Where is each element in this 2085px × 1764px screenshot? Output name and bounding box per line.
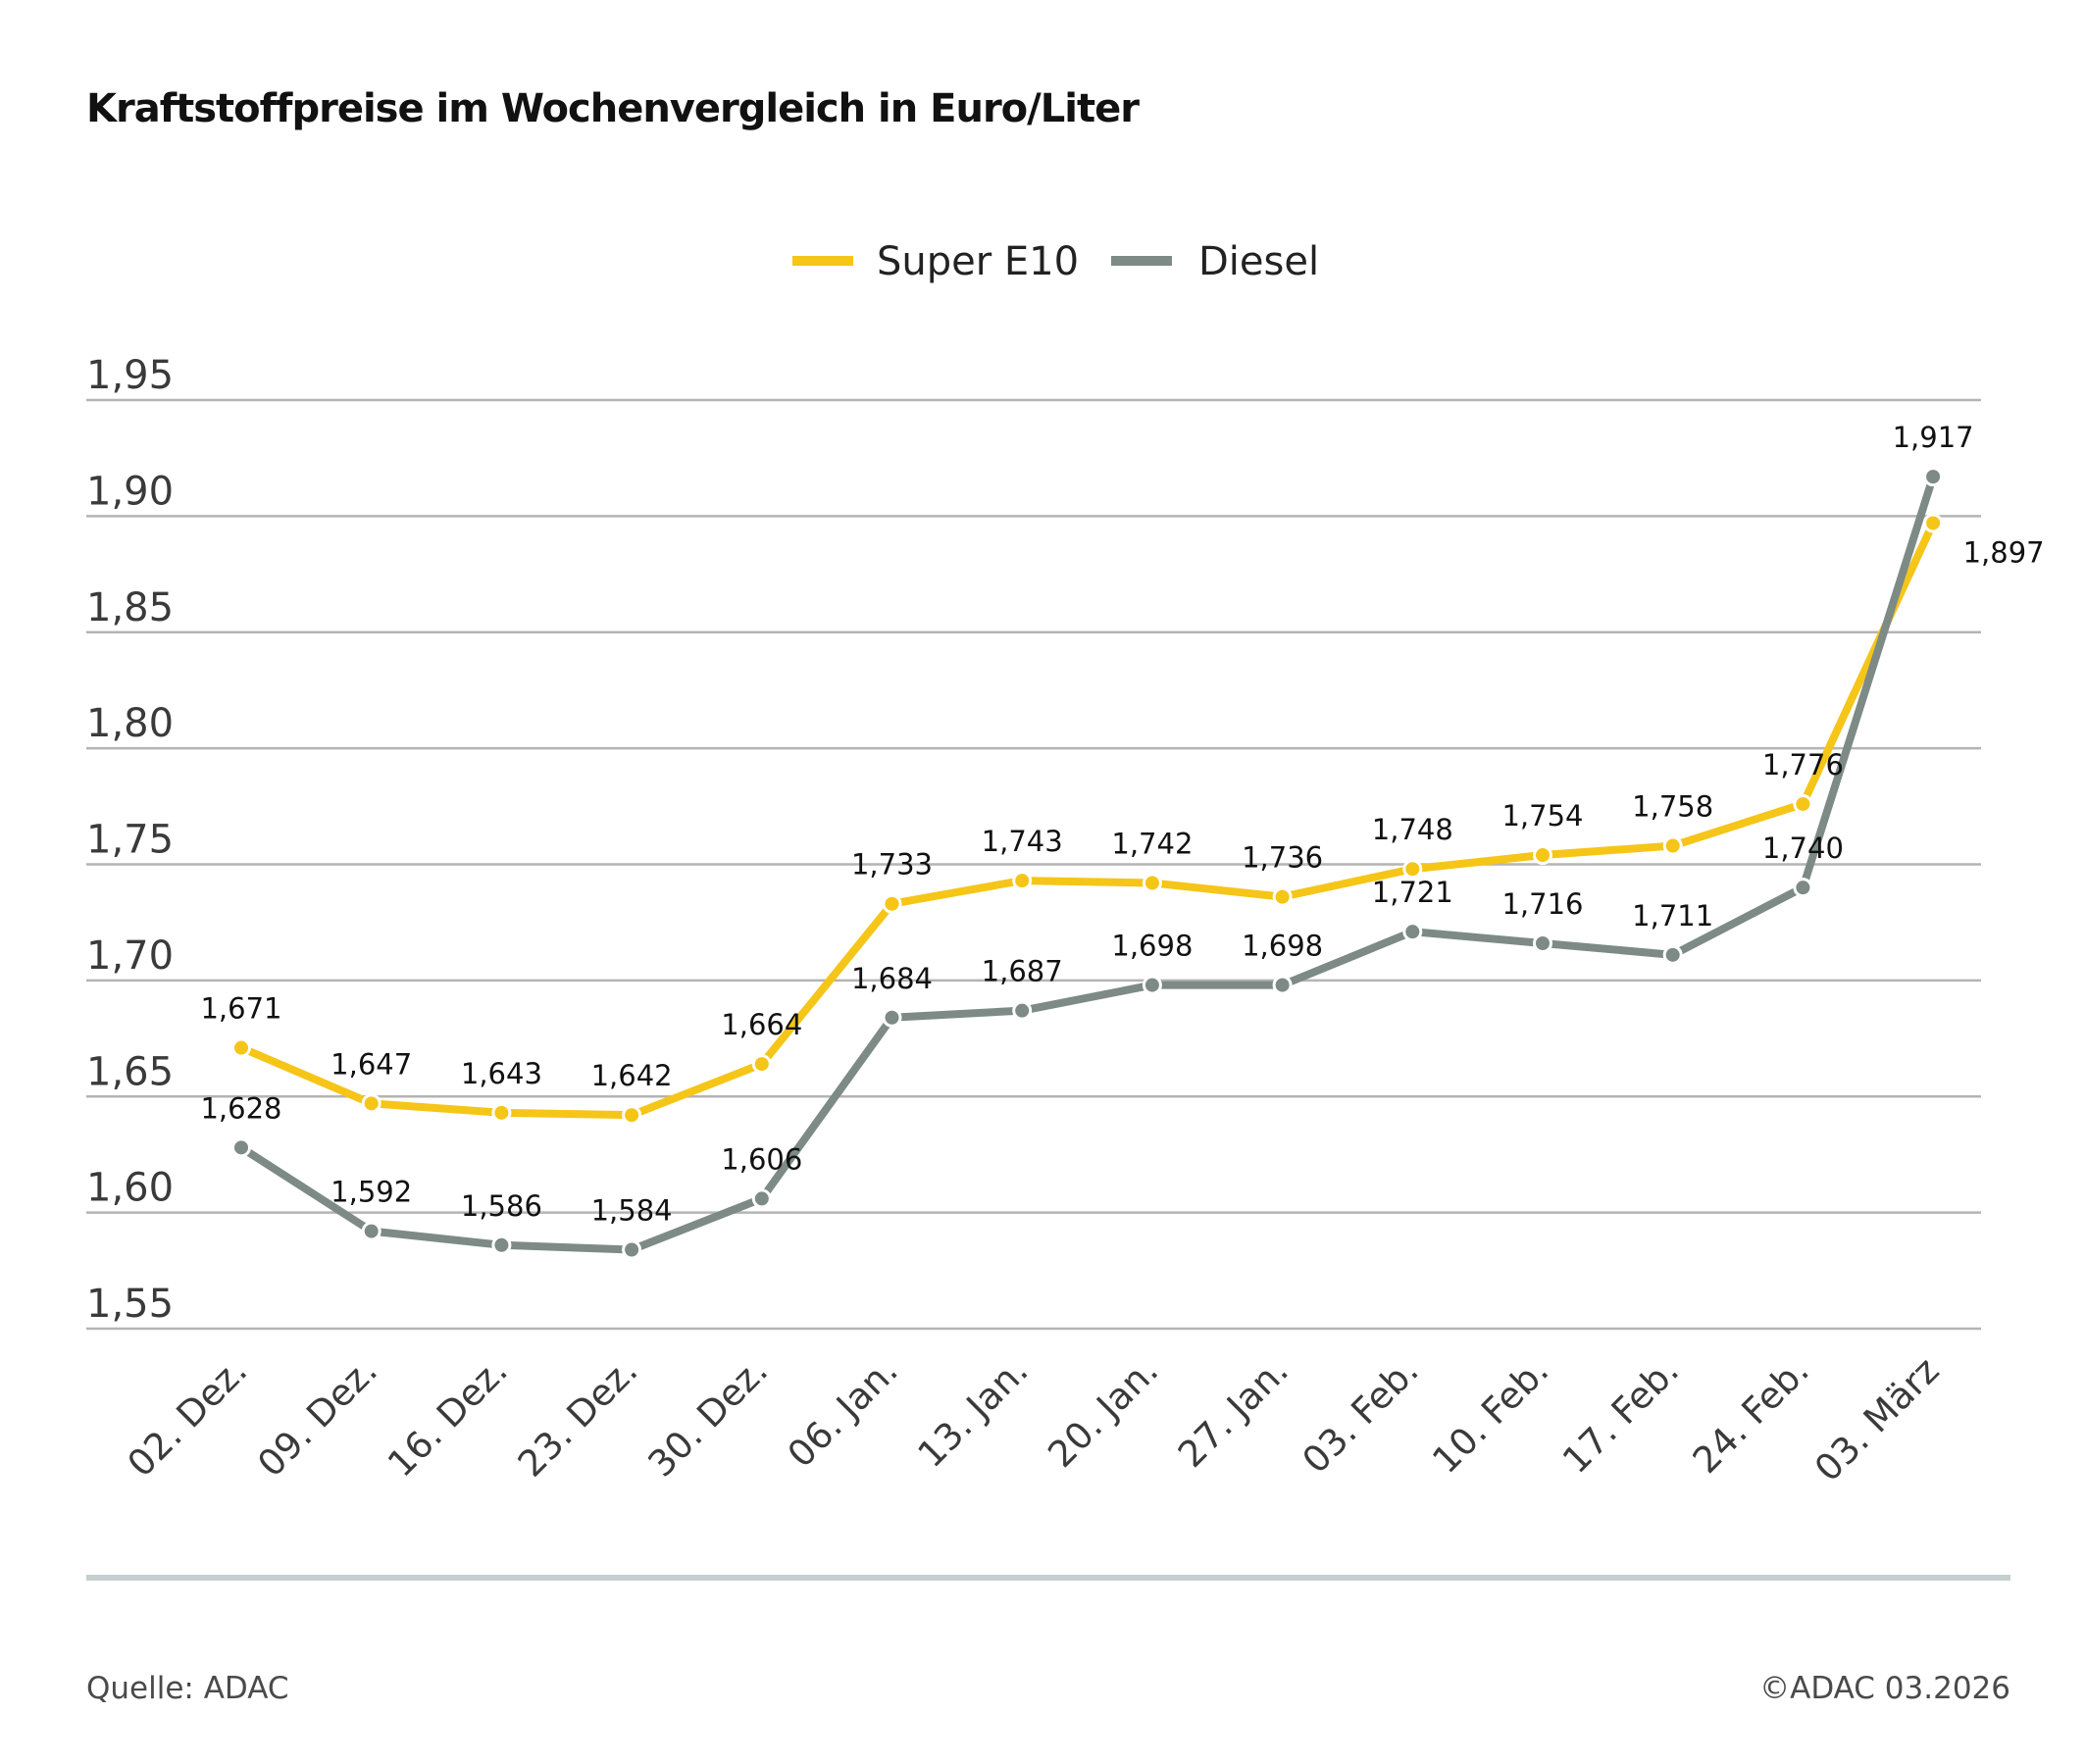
data-point <box>1012 1000 1033 1021</box>
data-label: 1,897 <box>1963 535 2045 569</box>
data-point <box>231 1137 251 1158</box>
data-label: 1,671 <box>200 992 281 1026</box>
data-label: 1,736 <box>1242 841 1323 875</box>
data-point <box>882 1007 902 1028</box>
data-label: 1,721 <box>1372 876 1453 909</box>
series-group <box>231 467 1944 1260</box>
data-label: 1,743 <box>982 825 1063 858</box>
data-label: 1,628 <box>200 1091 281 1125</box>
data-point <box>491 1235 512 1255</box>
y-tick-label: 1,75 <box>86 818 174 863</box>
data-point <box>1793 878 1813 898</box>
data-point <box>1402 922 1423 942</box>
x-tick-label: 20. Jan. <box>1040 1349 1166 1476</box>
x-tick-label: 10. Feb. <box>1424 1349 1556 1482</box>
data-label: 1,742 <box>1111 827 1193 860</box>
y-tick-label: 1,95 <box>86 353 174 398</box>
chart-title: Kraftstoffpreise im Wochenvergleich in E… <box>86 86 1140 131</box>
y-axis: 1,55 1,60 1,65 1,70 1,75 1,80 1,85 1,90 1,95 <box>86 353 174 1327</box>
data-point <box>1142 975 1162 995</box>
data-label: 1,733 <box>851 848 933 882</box>
data-point <box>1662 835 1683 856</box>
data-label: 1,758 <box>1632 790 1713 824</box>
data-point <box>1533 845 1552 866</box>
y-tick-label: 1,80 <box>86 701 174 746</box>
x-tick-label: 23. Dez. <box>510 1349 646 1486</box>
data-label: 1,698 <box>1111 930 1193 963</box>
y-tick-label: 1,55 <box>86 1282 174 1327</box>
source-note: Quelle: ADAC <box>86 1671 289 1706</box>
data-label: 1,684 <box>851 962 933 995</box>
footer-divider <box>86 1575 2010 1581</box>
legend: Super E10 Diesel <box>792 239 1319 284</box>
x-tick-label: 16. Dez. <box>380 1349 516 1486</box>
data-point <box>622 1239 642 1260</box>
y-tick-label: 1,65 <box>86 1049 174 1094</box>
data-point <box>622 1105 642 1126</box>
x-tick-label: 27. Jan. <box>1170 1349 1297 1476</box>
x-tick-label: 13. Jan. <box>910 1349 1037 1476</box>
data-point <box>491 1102 512 1123</box>
data-point <box>1533 932 1552 953</box>
data-label: 1,687 <box>982 955 1063 988</box>
x-tick-label: 24. Feb. <box>1685 1349 1817 1482</box>
data-point <box>1402 859 1423 880</box>
data-label: 1,586 <box>461 1189 542 1223</box>
data-point <box>361 1221 381 1241</box>
x-tick-label: 30. Dez. <box>640 1349 777 1486</box>
series-line <box>237 473 1938 1254</box>
y-tick-label: 1,85 <box>86 585 174 630</box>
legend-label: Super E10 <box>877 239 1079 284</box>
data-point <box>1923 513 1944 533</box>
data-label: 1,606 <box>721 1142 802 1176</box>
y-tick-label: 1,60 <box>86 1166 174 1211</box>
x-axis: 02. Dez.09. Dez.16. Dez.23. Dez.30. Dez.… <box>120 1349 1948 1489</box>
series-line <box>237 519 1938 1120</box>
copyright-note: ©ADAC 03.2026 <box>1759 1671 2010 1706</box>
legend-label: Diesel <box>1198 239 1319 284</box>
data-label: 1,698 <box>1242 930 1323 963</box>
data-point <box>1142 873 1162 893</box>
y-tick-label: 1,70 <box>86 933 174 979</box>
data-label: 1,776 <box>1762 748 1844 781</box>
x-tick-label: 09. Dez. <box>249 1349 385 1486</box>
data-point <box>1012 871 1033 891</box>
x-tick-label: 06. Jan. <box>780 1349 906 1476</box>
data-label: 1,754 <box>1501 799 1583 832</box>
data-point <box>751 1054 772 1075</box>
x-tick-label: 17. Feb. <box>1554 1349 1687 1482</box>
data-point <box>882 893 902 914</box>
data-label: 1,642 <box>591 1059 673 1092</box>
x-tick-label: 03. März <box>1806 1349 1947 1489</box>
data-label: 1,711 <box>1632 899 1713 932</box>
data-label: 1,584 <box>591 1194 673 1228</box>
data-label: 1,716 <box>1501 887 1583 921</box>
data-label: 1,748 <box>1372 813 1453 846</box>
data-label: 1,664 <box>721 1008 802 1041</box>
x-tick-label: 02. Dez. <box>120 1349 256 1486</box>
data-label: 1,740 <box>1762 832 1844 865</box>
x-tick-label: 03. Feb. <box>1295 1349 1427 1482</box>
data-point <box>751 1188 772 1209</box>
data-point <box>1272 975 1293 995</box>
data-point <box>1923 467 1944 487</box>
data-point <box>1662 944 1683 965</box>
y-tick-label: 1,90 <box>86 469 174 514</box>
grid-lines <box>86 398 1981 1331</box>
data-label: 1,643 <box>461 1057 542 1090</box>
data-point <box>231 1037 251 1058</box>
data-point <box>1793 793 1813 814</box>
data-labels: 1,671 1,647 1,643 1,642 1,664 1,733 1,743 1,742… <box>200 421 2044 1227</box>
data-point <box>361 1093 381 1114</box>
data-label: 1,592 <box>331 1176 412 1209</box>
data-label: 1,917 <box>1893 421 1974 454</box>
data-label: 1,647 <box>331 1047 412 1081</box>
data-point <box>1272 886 1293 907</box>
